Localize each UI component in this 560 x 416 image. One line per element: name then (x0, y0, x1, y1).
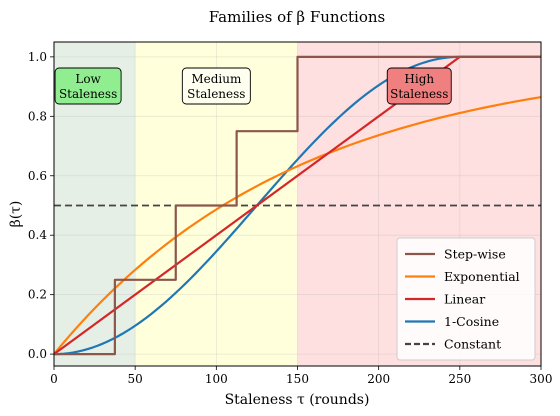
zone-label-box (386, 67, 452, 105)
zone-label-line2: Staleness (187, 87, 245, 101)
zone-label-line1: High (404, 72, 434, 86)
y-tick-label: 0.0 (28, 347, 47, 361)
series-line-step-wise (54, 55, 541, 356)
y-axis-ticks: 0.0 0.2 0.4 0.6 0.8 1.0 (28, 50, 54, 361)
y-tick-label: 0.6 (28, 169, 47, 183)
zone-label-box (181, 67, 251, 105)
x-axis-label: Staleness τ (rounds) (225, 392, 370, 408)
x-tick-label: 50 (128, 372, 143, 386)
series-line-exponential (53, 96, 542, 355)
zone-label-line2: Staleness (390, 87, 448, 101)
series-lines (53, 55, 542, 356)
legend-entry-label: Exponential (444, 269, 520, 284)
x-tick-label: 200 (367, 372, 390, 386)
zone-label-line2: Staleness (59, 87, 117, 101)
legend-entry-label: Step-wise (444, 247, 506, 262)
x-tick-label: 0 (50, 372, 58, 386)
x-tick-label: 250 (448, 372, 471, 386)
legend-entry-label: 1-Cosine (444, 314, 499, 329)
chart-title: Families of β Functions (209, 8, 385, 26)
y-tick-label: 0.2 (28, 288, 47, 302)
legend-entry-label: Constant (444, 337, 501, 352)
x-tick-label: 150 (286, 372, 309, 386)
y-tick-label: 0.8 (28, 109, 47, 123)
legend-box (396, 237, 536, 361)
y-tick-label: 1.0 (28, 50, 47, 64)
zone-label-box (54, 67, 122, 105)
x-tick-label: 300 (530, 372, 553, 386)
zone-label-line1: Low (75, 72, 101, 86)
legend: Step-wise Exponential Linear 1-Cosine Consta… (396, 237, 536, 361)
x-axis-ticks: 0 50 100 150 200 250 300 (50, 366, 552, 386)
y-axis-label: β(τ) (8, 201, 24, 228)
zone-label-line1: Medium (191, 72, 242, 86)
y-tick-label: 0.4 (28, 228, 47, 242)
legend-entry-label: Linear (444, 292, 485, 307)
x-tick-label: 100 (205, 372, 228, 386)
